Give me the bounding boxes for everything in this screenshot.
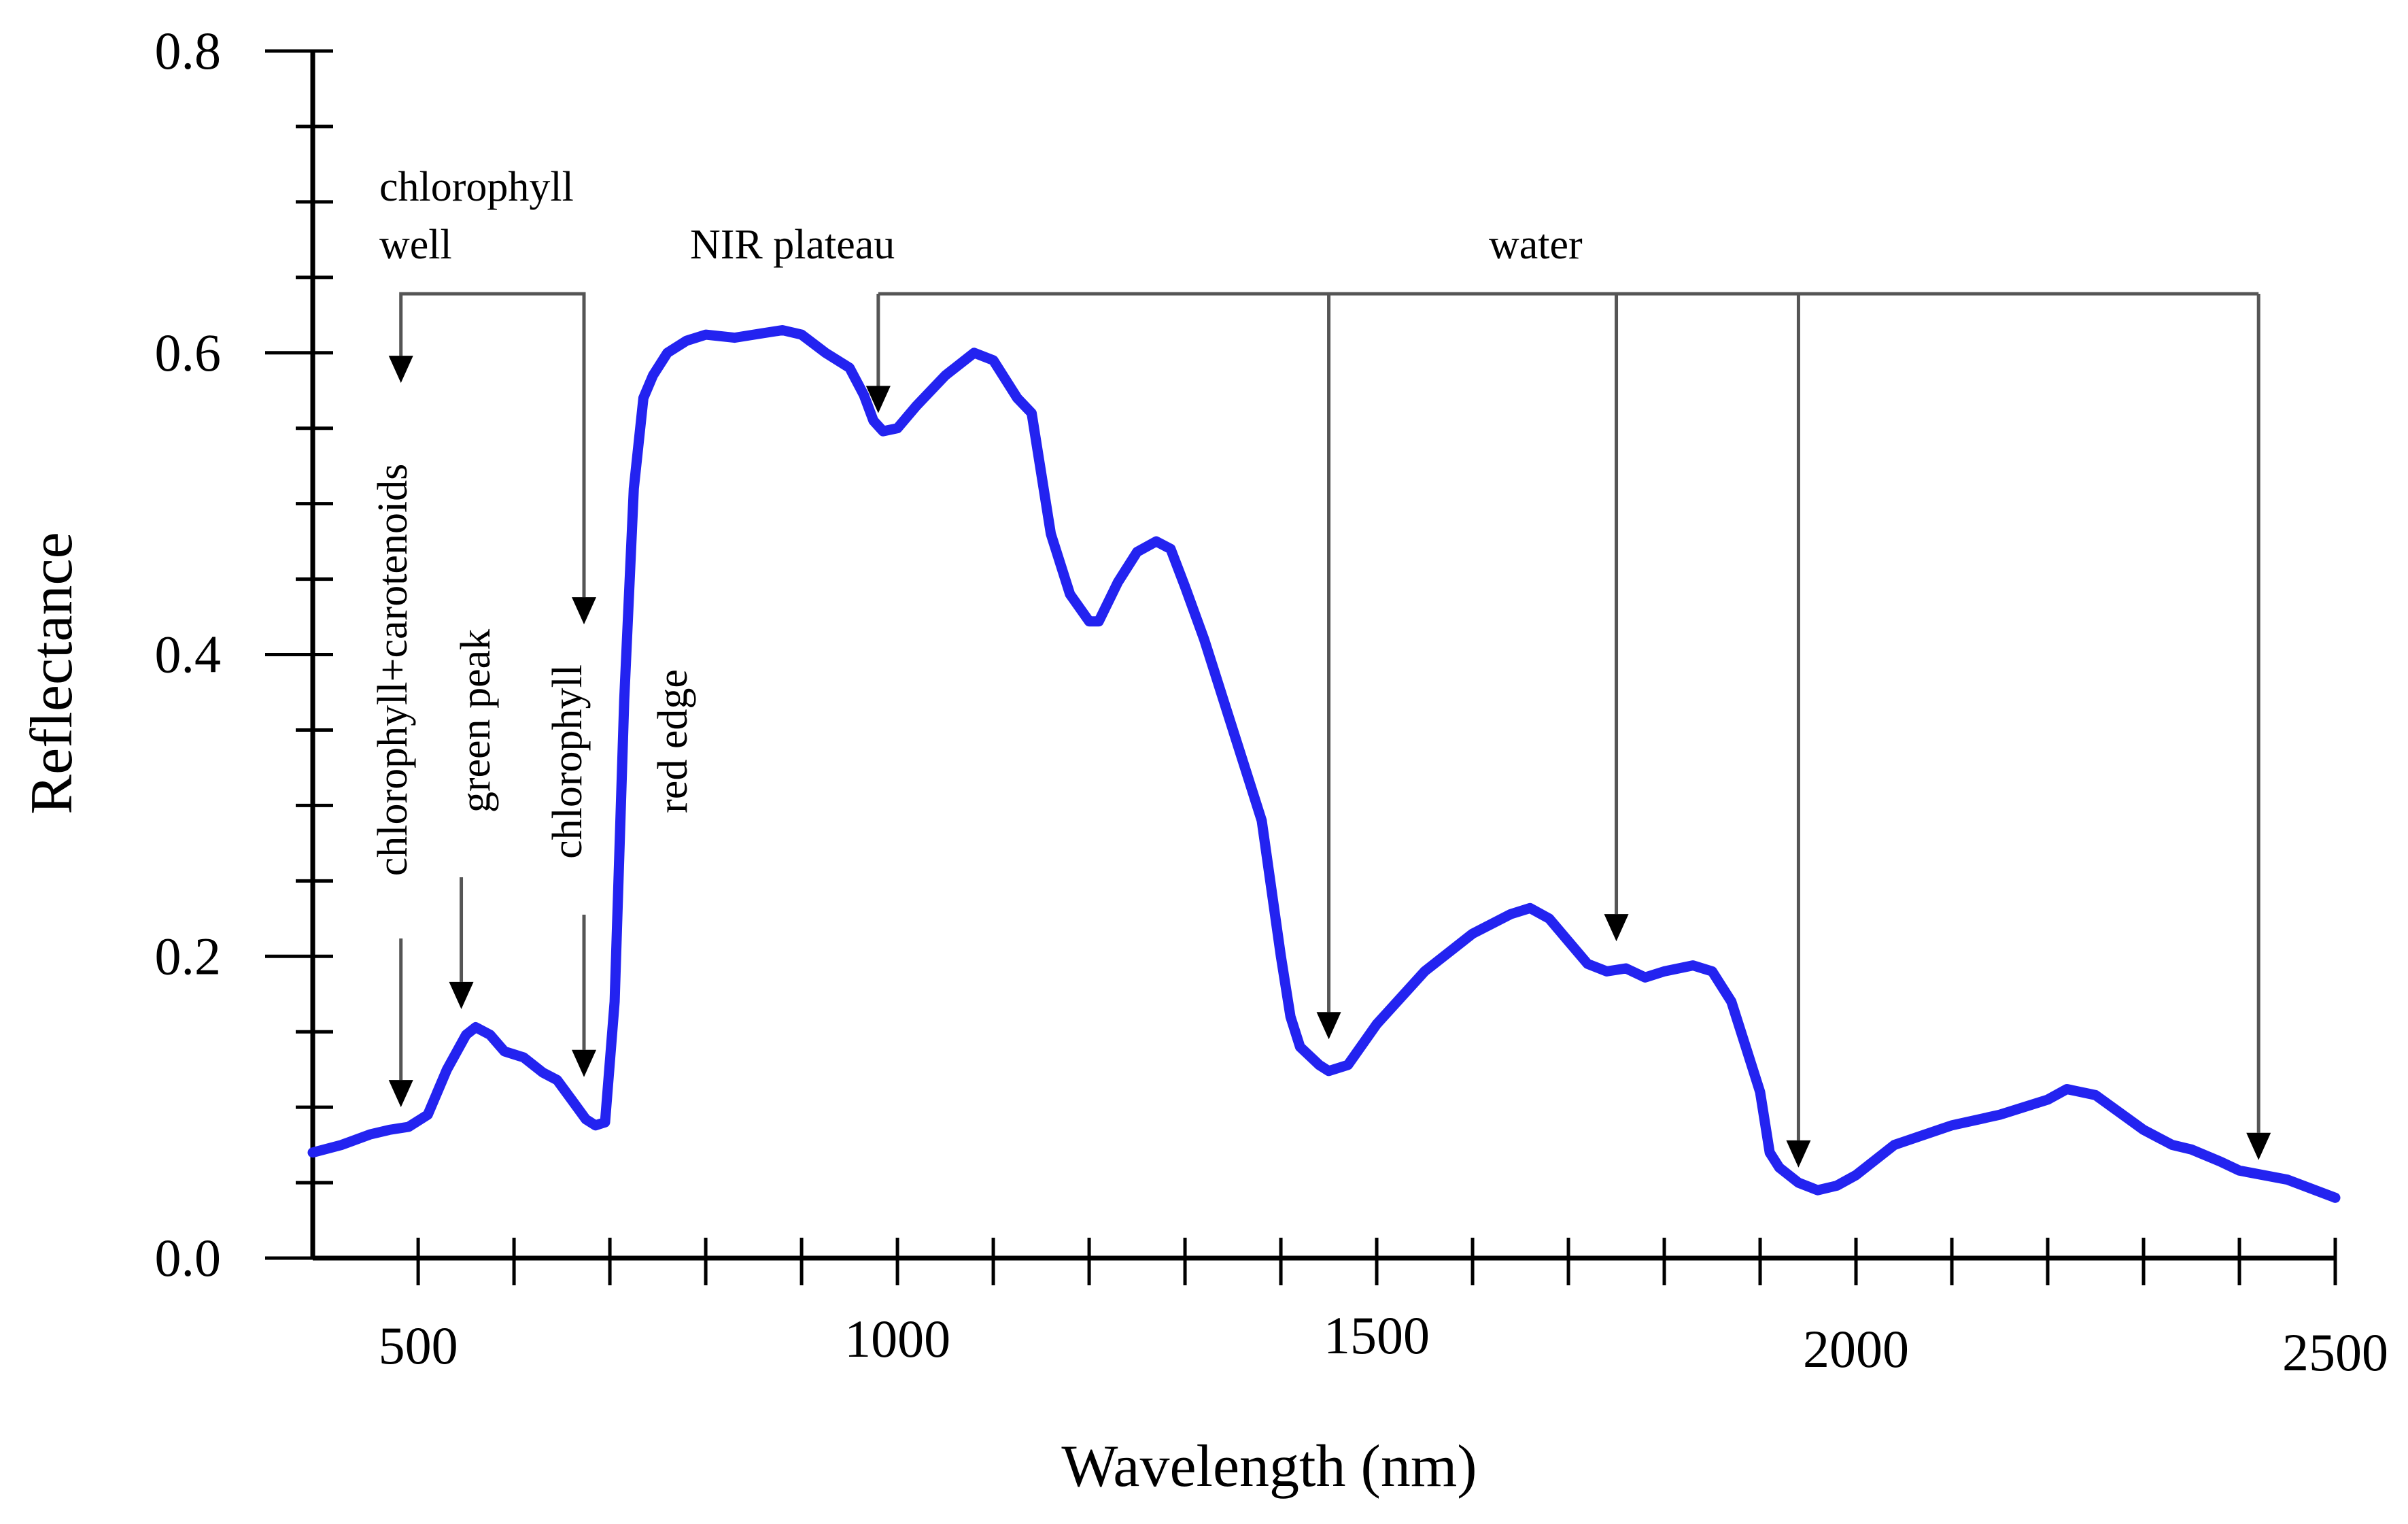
annotation-chlorophyll-carotenoids: chlorophyll+carotenoids [370, 464, 416, 877]
x-axis-title: Wavelength (nm) [1061, 1434, 1477, 1500]
ticks [265, 49, 2337, 1285]
y-axis-title: Reflectance [19, 532, 85, 814]
annotation-chlorophyll: chlorophyll [545, 664, 591, 859]
y-tick-label: 0.4 [155, 625, 222, 684]
series [307, 325, 2341, 1203]
axes [310, 51, 2335, 1261]
annotation-red-edge: red edge [650, 669, 696, 813]
x-tick-label: 1000 [844, 1309, 950, 1368]
annotation-water: water [1489, 222, 1583, 268]
water-arrowhead [2246, 1132, 2271, 1160]
annotation-green-peak: green peak [453, 629, 499, 813]
y-tick-label: 0.8 [155, 21, 222, 80]
water-arrowhead [1316, 1012, 1341, 1040]
tick-labels: 0.0 0.2 0.4 0.6 0.8 500 1000 1500 2000 2500 [155, 21, 2389, 1382]
bottom-arrowhead [388, 1080, 413, 1108]
x-tick-label: 500 [379, 1316, 458, 1375]
water-arrowhead [865, 386, 891, 413]
bottom-arrowhead [572, 1049, 597, 1077]
water-arrowhead [1786, 1140, 1811, 1168]
x-tick-label: 1500 [1324, 1306, 1430, 1365]
y-tick-label: 0.2 [155, 926, 222, 985]
annotation-nir-plateau: NIR plateau [690, 222, 895, 268]
y-tick-label: 0.0 [155, 1228, 222, 1287]
chlorophyll-well-arrowhead [572, 597, 597, 625]
y-tick-label: 0.6 [155, 323, 222, 382]
annotation-chlorophyll-well-line1: chlorophyll [379, 164, 574, 210]
series-line [307, 325, 2341, 1203]
annotation-chlorophyll-well-line2: well [379, 222, 452, 268]
annotations [388, 292, 2271, 1168]
x-tick-label: 2500 [2282, 1323, 2388, 1382]
x-tick-label: 2000 [1803, 1319, 1909, 1378]
water-arrowhead [1604, 914, 1629, 942]
chlorophyll-well-bracket [399, 292, 586, 598]
bottom-arrowhead [449, 981, 474, 1009]
chlorophyll-well-arrowhead [388, 356, 413, 384]
